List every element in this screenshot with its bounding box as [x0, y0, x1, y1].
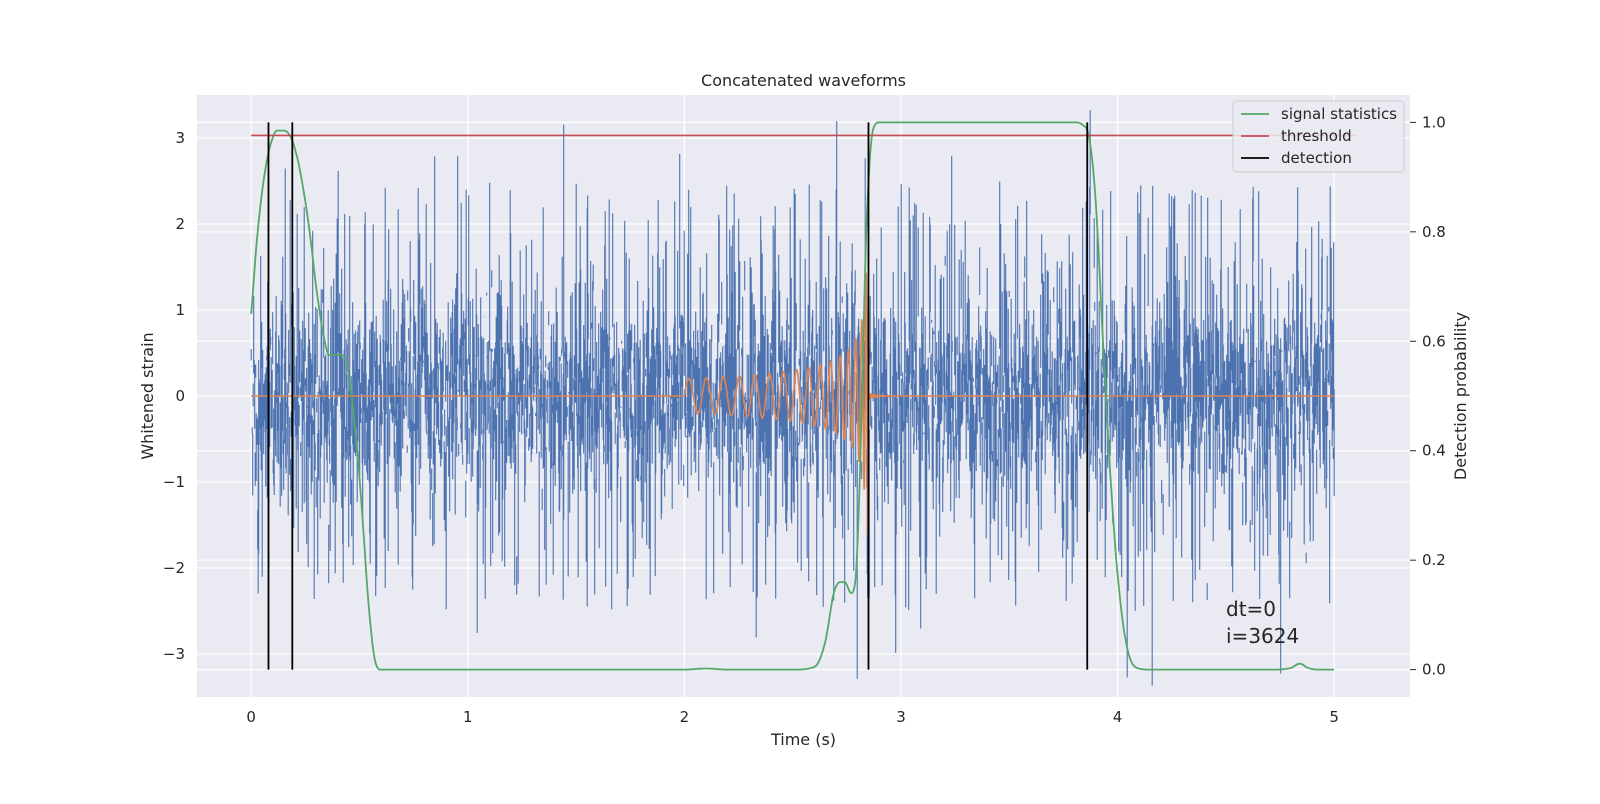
- legend-label-signal-statistics: signal statistics: [1281, 105, 1397, 123]
- legend-box: [1232, 100, 1405, 173]
- legend-label-threshold: threshold: [1281, 127, 1352, 145]
- chirp-series: [251, 272, 1335, 535]
- chirp-trace: [251, 272, 1335, 535]
- x-tick-label: 2: [680, 708, 690, 726]
- x-tick-label: 0: [246, 708, 256, 726]
- noise-trace: [250, 110, 1335, 686]
- legend-label-detection: detection: [1281, 149, 1352, 167]
- axis-ticks: 0 1 2 3 4 5 −3 −2 −1 0 1 2 3 0.0 0.2 0.4 0.6 0.8 1.0: [163, 113, 1446, 726]
- x-tick-label: 5: [1329, 708, 1339, 726]
- y2-tick-label: 0.2: [1422, 551, 1446, 569]
- y2-tick-label: 0.8: [1422, 223, 1446, 241]
- detection-series: [267, 122, 1089, 670]
- noise-series: [250, 110, 1335, 686]
- y-tick-label: 3: [175, 129, 185, 147]
- y-tick-label: −3: [163, 645, 185, 663]
- annotation-dt: dt=0: [1226, 597, 1276, 621]
- x-tick-label: 1: [463, 708, 473, 726]
- legend: signal statistics threshold detection: [1232, 100, 1405, 173]
- y-tick-label: −1: [163, 473, 185, 491]
- y2-tick-label: 0.4: [1422, 442, 1446, 460]
- y-axis-label: Whitened strain: [138, 332, 157, 459]
- annotation-index: i=3624: [1226, 624, 1299, 648]
- y-tick-label: 2: [175, 215, 185, 233]
- x-tick-label: 4: [1113, 708, 1123, 726]
- chart-title: Concatenated waveforms: [701, 71, 906, 90]
- y2-tick-label: 0.6: [1422, 332, 1446, 350]
- signal-statistics-line: [250, 121, 1335, 671]
- y2-tick-label: 0.0: [1422, 661, 1446, 679]
- signal-statistics-series: [250, 121, 1335, 671]
- y2-axis-label: Detection probability: [1451, 312, 1470, 480]
- y-tick-label: 1: [175, 301, 185, 319]
- y-tick-label: 0: [175, 387, 185, 405]
- x-axis-label: Time (s): [770, 730, 836, 749]
- y-tick-label: −2: [163, 559, 185, 577]
- x-tick-label: 3: [896, 708, 906, 726]
- y2-tick-label: 1.0: [1422, 113, 1446, 131]
